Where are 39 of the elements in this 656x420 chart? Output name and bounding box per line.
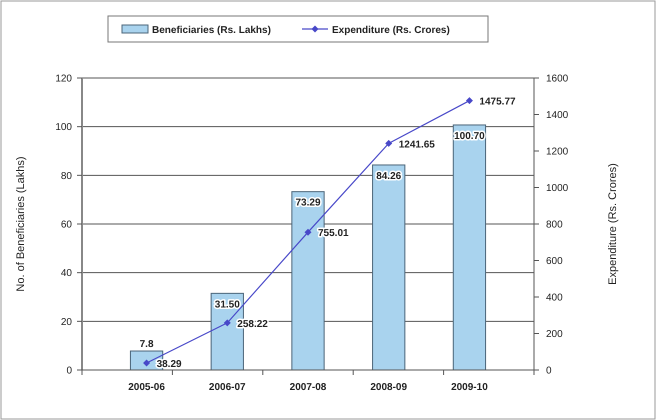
y2-tick-label: 800	[546, 220, 564, 230]
point	[385, 140, 392, 147]
x-tick-label: 2007-08	[290, 382, 327, 393]
data-label: 1241.65	[398, 139, 436, 150]
y-tick-label: 100	[55, 122, 72, 134]
data-label: 73.29	[295, 198, 321, 209]
x-tick-label: 2006-07	[208, 382, 246, 393]
point	[466, 97, 473, 104]
x-tick-label: 2009-10	[451, 382, 488, 393]
y-tick-label: 80	[60, 170, 72, 182]
data-label: 1475.77	[479, 96, 516, 108]
y2-tick-label: 1000	[546, 183, 569, 194]
point	[304, 228, 312, 236]
y2-tick-label: 600	[546, 256, 564, 267]
data-label: 100.70	[454, 130, 486, 142]
y-tick-label: 120	[55, 74, 72, 84]
data-label: 7.8	[140, 339, 154, 350]
y2-tick-label: 1600	[546, 74, 569, 84]
bar	[372, 164, 406, 370]
point	[224, 319, 231, 326]
legend-label: Beneficiaries (Rs. Lakhs)	[152, 25, 271, 36]
y2-tick-label: 0	[546, 366, 552, 376]
y-tick-label: 20	[60, 316, 72, 328]
y-tick-label: 40	[60, 268, 72, 280]
y2-tick-label: 400	[546, 292, 564, 304]
y2-tick-label: 200	[546, 329, 564, 340]
y-tick-label: 60	[60, 220, 72, 230]
y2-tick-label: 1200	[546, 146, 569, 158]
bar	[452, 124, 486, 370]
data-label: 84.26	[376, 170, 402, 182]
x-tick-label: 2005-06	[128, 382, 166, 393]
data-label: 31.50	[214, 299, 240, 310]
y2-tick-label: 1400	[546, 110, 569, 121]
point	[143, 360, 150, 367]
y2-axis-title: Expenditure (Rs. Crores)	[607, 163, 619, 285]
y-tick-label: 0	[66, 366, 72, 376]
x-tick-label: 2008-09	[370, 382, 408, 393]
legend-label: Expenditure (Rs. Crores)	[332, 25, 450, 36]
y-axis-title: No. of Beneficiaries (Lakhs)	[15, 156, 27, 292]
